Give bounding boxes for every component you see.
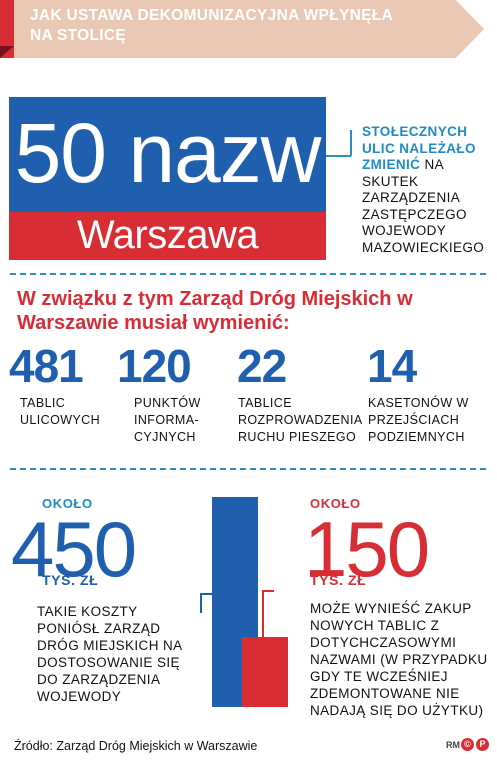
intro-text: STOŁECZNYCH ULIC NALEŻAŁO ZMIENIĆ NA SKU… — [362, 124, 497, 256]
bar-leader-blue-h — [200, 593, 212, 595]
bar-leader-red-h — [262, 590, 274, 592]
stat-label: PUNKTÓW INFORMA-CYJNYCH — [134, 396, 201, 444]
cost-left-description: TAKIE KOSZTY PONIÓSŁ ZARZĄD DRÓG MIEJSKI… — [37, 604, 182, 704]
page-title: JAK USTAWA DEKOMUNIZACYJNA WPŁYNĘŁA NA S… — [30, 7, 393, 44]
connector-line — [326, 155, 351, 157]
bar-leader-blue — [200, 593, 202, 613]
header-fold — [0, 46, 14, 58]
press-logo-icon: P — [476, 738, 489, 751]
replaced-heading: W związku z tym Zarząd Dróg Miejskich w … — [17, 288, 413, 334]
sign-city-name: Warszawa — [76, 213, 259, 257]
divider-bottom — [10, 468, 486, 470]
header-band — [14, 0, 484, 58]
connector-line-vertical — [350, 130, 352, 156]
cost-left-value: 450 — [11, 505, 137, 593]
cost-right-description: MOŻE WYNIEŚĆ ZAKUP NOWYCH TABLIC Z DOTYC… — [310, 601, 488, 718]
intro-highlight: STOŁECZNYCH ULIC NALEŻAŁO ZMIENIĆ — [362, 124, 476, 172]
street-sign-top — [9, 97, 326, 212]
stat-value: 14 — [367, 340, 417, 392]
street-sign-bottom — [9, 212, 326, 260]
stat-value: 22 — [237, 340, 287, 392]
stat-value: 120 — [117, 340, 192, 392]
header-accent — [0, 0, 14, 58]
divider-top — [10, 273, 486, 275]
source-note: Źródło: Zarząd Dróg Miejskich w Warszawi… — [14, 739, 258, 753]
stat-label: TABLIC ULICOWYCH — [20, 396, 100, 427]
cost-right-unit: TYS. ZŁ — [310, 572, 367, 588]
intro-rest: NA SKUTEK ZARZĄDZENIA ZASTĘPCZEGO WOJEWO… — [362, 157, 485, 255]
sign-headline: 50 nazw — [14, 106, 322, 200]
stat-value: 481 — [9, 340, 84, 392]
bar-leader-red — [262, 590, 264, 640]
credit-initials: RM — [446, 740, 460, 750]
cost-right-about: OKOŁO — [310, 496, 361, 511]
stat-label: KASETONÓW W PRZEJŚCIACH PODZIEMNYCH — [368, 396, 469, 444]
stat-label: TABLICE ROZPROWADZENIA RUCHU PIESZEGO — [238, 396, 362, 444]
copyright-icon: © — [461, 738, 474, 751]
bar-150 — [242, 637, 288, 707]
cost-left-about: OKOŁO — [42, 496, 93, 511]
cost-left-unit: TYS. ZŁ — [42, 572, 99, 588]
cost-right-value: 150 — [304, 505, 430, 593]
